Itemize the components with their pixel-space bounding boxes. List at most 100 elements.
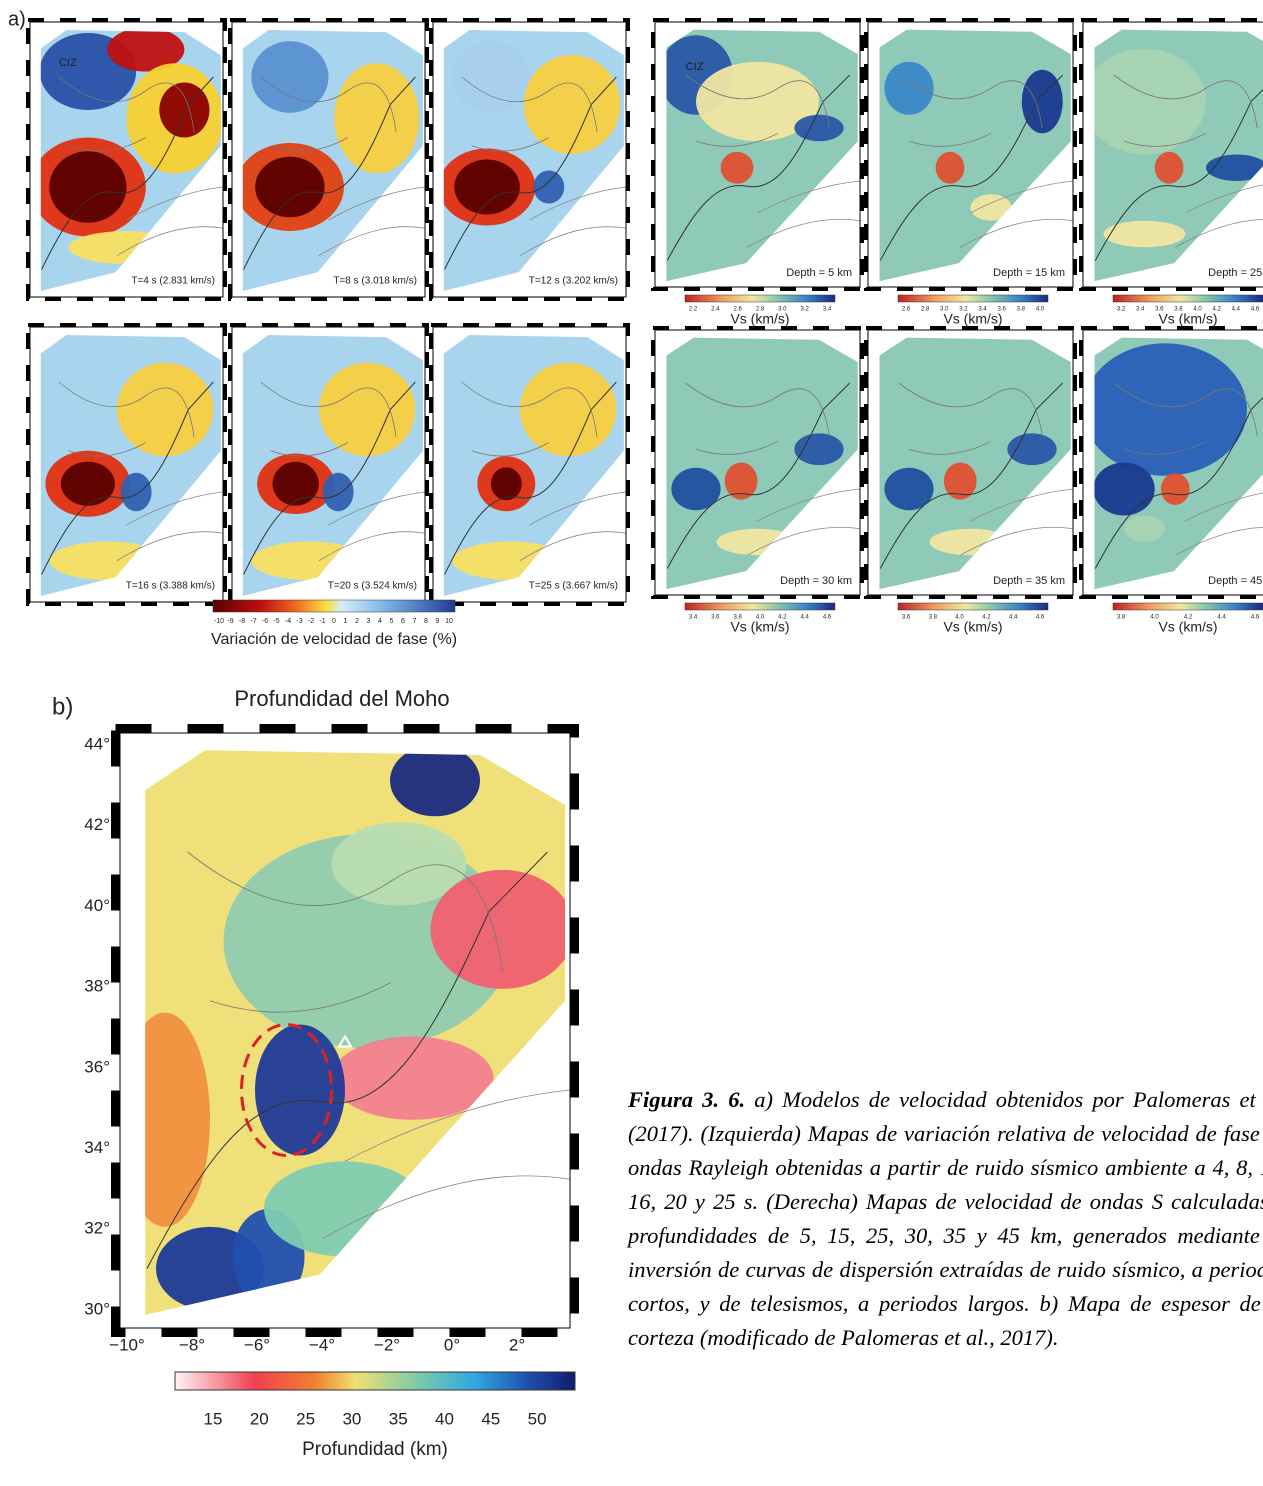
colorbar (1112, 294, 1263, 303)
geology-line (898, 74, 1043, 147)
colorbar-tick-label: 4.6 (1036, 615, 1045, 621)
colorbar-tick-label: 4.2 (1213, 307, 1222, 313)
map-label: Depth = 35 km (993, 575, 1065, 587)
map-annotation: CIZ (686, 61, 704, 73)
caption-text: a) Modelos de velocidad obtenidos por Pa… (628, 1087, 1263, 1350)
colorbar-tick-label: 3.4 (689, 615, 698, 621)
colorbar-tick-label: 3.0 (778, 307, 787, 313)
coastline (1094, 74, 1263, 261)
y-tick-label: 42° (84, 815, 110, 834)
frame-dash (26, 323, 227, 606)
frame-dash (651, 18, 864, 291)
frame-dash (1079, 326, 1263, 599)
anomaly (724, 462, 758, 500)
x-tick-label: −4° (309, 1335, 335, 1354)
colorbar-tick-label: 4.4 (1009, 615, 1018, 621)
frame-dash (864, 326, 1077, 599)
anomaly (1007, 433, 1057, 466)
anomaly (452, 41, 530, 113)
anomaly (696, 61, 819, 142)
colorbar-tick-label: 4.6 (823, 615, 832, 621)
anomaly (331, 822, 467, 906)
colorbar-tick-label: 2.6 (733, 307, 742, 313)
colorbar-tick-label: -9 (227, 618, 233, 625)
colorbar-tick-label: 4.4 (1232, 307, 1241, 313)
offshore-line (1175, 492, 1263, 556)
colorbar-tick-label: 3.2 (800, 307, 809, 313)
colorbar-tick-label: 3.6 (1155, 307, 1164, 313)
coastline (879, 74, 1064, 261)
coastline (1094, 382, 1263, 569)
colorbar-label: Vs (km/s) (730, 311, 789, 327)
colorbar-tick-label: 0 (332, 618, 336, 625)
geology-line (461, 381, 598, 457)
colorbar (684, 294, 836, 303)
offshore-line (318, 491, 426, 562)
colorbar-tick-label: 9 (436, 618, 440, 625)
coastline (41, 381, 214, 575)
colorbar-tick-label: 4.6 (1251, 307, 1260, 313)
colorbar-tick-label: -2 (308, 618, 314, 625)
y-tick-label: 32° (84, 1219, 110, 1238)
anomaly (935, 151, 965, 184)
offshore-line (519, 491, 627, 562)
colorbar-tick-label: -5 (273, 618, 279, 625)
anomaly (60, 461, 115, 506)
coastline (41, 76, 214, 270)
map-label: T=8 s (3.018 km/s) (333, 276, 417, 287)
anomaly (145, 1012, 210, 1227)
colorbar-tick-label: 2.8 (756, 307, 765, 313)
colorbar-tick-label: 3.6 (711, 615, 720, 621)
anomaly (1160, 473, 1190, 505)
coastline (146, 851, 548, 1269)
y-tick-label: 34° (84, 1138, 110, 1157)
colorbar-label: Variación de velocidad de fase (%) (211, 631, 457, 648)
geology-line (187, 851, 503, 1013)
colorbar-tick-label: -3 (296, 618, 302, 625)
colorbar-tick-label: -8 (239, 618, 245, 625)
colorbar-tick-label: 4.6 (1251, 615, 1260, 621)
colorbar (684, 602, 836, 611)
colorbar-tick-label: 3.2 (1117, 307, 1126, 313)
offshore-line (960, 488, 1074, 556)
anomaly (671, 467, 721, 511)
colorbar-tick-label: 50 (528, 1409, 547, 1428)
colorbar-tick-label: -10 (214, 618, 224, 625)
geology-line (1113, 74, 1258, 147)
map-label: T=25 s (3.667 km/s) (529, 581, 618, 592)
anomaly (255, 156, 325, 218)
geology-line (1113, 382, 1258, 455)
colorbar-tick-label: 3.6 (998, 307, 1007, 313)
colorbar-tick-label: -7 (250, 618, 256, 625)
anomaly (523, 55, 621, 154)
anomaly (794, 433, 844, 466)
colorbar-tick-label: 5 (390, 618, 394, 625)
colorbar-tick-label: 2.4 (711, 307, 720, 313)
map-label: T=20 s (3.524 km/s) (328, 581, 417, 592)
figure-label: Figura 3. 6. (628, 1087, 746, 1112)
colorbar-tick-label: 3 (367, 618, 371, 625)
anomaly (490, 467, 522, 501)
frame-dash (651, 326, 864, 599)
study-area-outline (240, 1023, 333, 1157)
colorbar-tick-label: 4.4 (800, 615, 809, 621)
frame-dash (111, 724, 579, 1337)
colorbar-tick-label: 4.0 (955, 615, 964, 621)
anomaly (519, 362, 617, 457)
coastline (243, 381, 416, 575)
anomaly (331, 1036, 494, 1120)
y-tick-label: 44° (84, 734, 110, 753)
colorbar-tick-label: 30 (342, 1409, 361, 1428)
anomaly (970, 194, 1012, 221)
colorbar-tick-label: 3.4 (978, 307, 987, 313)
coastline (243, 76, 416, 270)
anomaly (120, 472, 152, 512)
map-field (40, 29, 221, 291)
colorbar-tick-label: 2.2 (689, 307, 698, 313)
anomaly (533, 170, 565, 204)
frame-dash (228, 323, 429, 606)
offshore-line (322, 1089, 571, 1240)
anomaly (390, 750, 480, 817)
offshore-line (960, 180, 1074, 248)
